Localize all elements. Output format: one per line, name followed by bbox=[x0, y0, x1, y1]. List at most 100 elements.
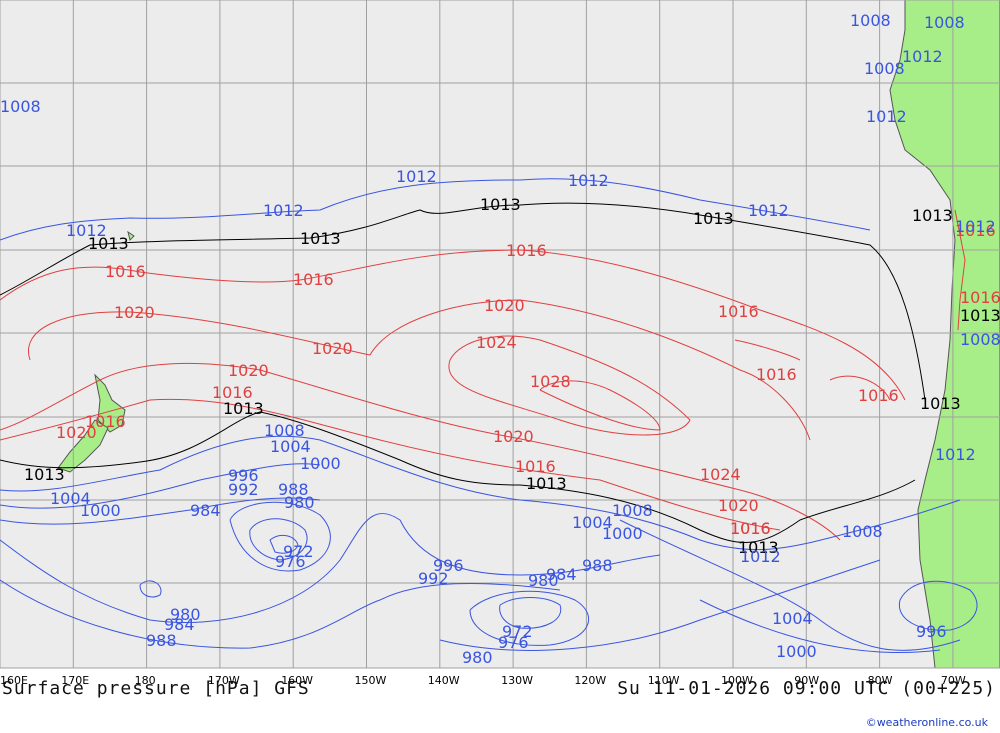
isobar-label: 996 bbox=[433, 556, 464, 575]
longitude-tick-label: 110W bbox=[648, 674, 680, 687]
isobar-label: 1020 bbox=[493, 427, 534, 446]
isobar-label: 1000 bbox=[602, 524, 643, 543]
isobar-label: 1008 bbox=[842, 522, 883, 541]
isobar-label: 1012 bbox=[66, 221, 107, 240]
isobar-label: 996 bbox=[916, 622, 947, 641]
longitude-tick-label: 180 bbox=[135, 674, 156, 687]
isobar-label: 1013 bbox=[738, 538, 779, 557]
isobar-label: 1016 bbox=[756, 365, 797, 384]
longitude-tick-label: 140W bbox=[428, 674, 460, 687]
isobar-label: 1008 bbox=[924, 13, 965, 32]
longitude-tick-label: 170E bbox=[61, 674, 89, 687]
isobar-label: 1008 bbox=[960, 330, 1000, 349]
isobar-label: 972 bbox=[502, 622, 533, 641]
longitude-tick-label: 160W bbox=[281, 674, 313, 687]
isobar-label: 984 bbox=[164, 615, 195, 634]
longitude-tick-label: 150W bbox=[355, 674, 387, 687]
isobar-label: 1012 bbox=[740, 547, 781, 566]
isobar-label: 1000 bbox=[776, 642, 817, 661]
isobar-label: 1016 bbox=[506, 241, 547, 260]
isobar-label: 1012 bbox=[263, 201, 304, 220]
isobar-label: 1012 bbox=[935, 445, 976, 464]
isobar-label: 1000 bbox=[80, 501, 121, 520]
isobar-label: 980 bbox=[528, 571, 559, 590]
isobar-label: 1013 bbox=[693, 209, 734, 228]
isobar-label: 992 bbox=[418, 569, 449, 588]
isobar-label: 1012 bbox=[396, 167, 437, 186]
isobar-label: 1016 bbox=[212, 383, 253, 402]
south-america-land bbox=[889, 0, 1000, 669]
isobar-label: 1016 bbox=[730, 519, 771, 538]
isobar-label: 1020 bbox=[228, 361, 269, 380]
isobar-label: 972 bbox=[283, 542, 314, 561]
isobar-label: 1012 bbox=[568, 171, 609, 190]
isobar-label: 984 bbox=[190, 501, 221, 520]
isobar-label: 1013 bbox=[960, 306, 1000, 325]
isobar-label: 1008 bbox=[264, 421, 305, 440]
longitude-tick-label: 90W bbox=[794, 674, 819, 687]
isobar-label: 1020 bbox=[56, 423, 97, 442]
isobar-label: 980 bbox=[462, 648, 493, 667]
isobar-label: 1008 bbox=[0, 97, 41, 116]
isobar-label: 988 bbox=[582, 556, 613, 575]
isobar-label: 976 bbox=[275, 552, 306, 571]
isobar-label: 1016 bbox=[105, 262, 146, 281]
isobar-label: 1000 bbox=[300, 454, 341, 473]
isobar-label: 1013 bbox=[300, 229, 341, 248]
isobar-label: 1012 bbox=[748, 201, 789, 220]
isobar-label: 1013 bbox=[920, 394, 961, 413]
longitude-ticks: 160E 170E 180 170W 160W 150W 140W 130W 120W 110W 1… bbox=[0, 674, 966, 687]
small-island bbox=[127, 230, 135, 241]
isobars-low bbox=[0, 178, 978, 654]
isobar-label: 1008 bbox=[864, 59, 905, 78]
longitude-tick-label: 70W bbox=[941, 674, 966, 687]
ocean-background bbox=[0, 0, 1000, 668]
isobar-label: 1004 bbox=[772, 609, 813, 628]
isobar-label: 988 bbox=[278, 480, 309, 499]
longitude-tick-label: 160E bbox=[0, 674, 28, 687]
isobar-label: 984 bbox=[546, 565, 577, 584]
isobar-label: 1012 bbox=[866, 107, 907, 126]
isobar-label: 1016 bbox=[718, 302, 759, 321]
isobar-label: 1016 bbox=[960, 288, 1000, 307]
isobar-label: 980 bbox=[170, 605, 201, 624]
isobar-label: 1012 bbox=[902, 47, 943, 66]
longitude-tick-label: 170W bbox=[208, 674, 240, 687]
new-zealand-north-island bbox=[94, 373, 126, 433]
isobar-label: 1020 bbox=[718, 496, 759, 515]
isobar-label: 1016 bbox=[730, 519, 771, 538]
isobar-label: 1016 bbox=[293, 270, 334, 289]
isobar-label: 980 bbox=[284, 493, 315, 512]
longitude-tick-label: 100W bbox=[721, 674, 753, 687]
isobar-label: 1020 bbox=[114, 303, 155, 322]
credit-link[interactable]: ©weatheronline.co.uk bbox=[865, 716, 988, 729]
isobar-label: 1013 bbox=[480, 195, 521, 214]
isobars-neutral bbox=[0, 202, 926, 543]
isobar-label: 1013 bbox=[223, 399, 264, 418]
isobars-high bbox=[0, 209, 966, 541]
longitude-tick-label: 130W bbox=[501, 674, 533, 687]
longitude-tick-label: 80W bbox=[868, 674, 893, 687]
isobar-label: 1008 bbox=[850, 11, 891, 30]
longitude-tick-label: 120W bbox=[574, 674, 606, 687]
isobar-label: 1013 bbox=[24, 465, 65, 484]
isobar-label: 996 bbox=[228, 466, 259, 485]
graticule bbox=[0, 0, 1000, 669]
isobar-label: 1016 bbox=[85, 412, 126, 431]
valid-time: Su 11-01-2026 09:00 UTC (00+225) bbox=[617, 678, 996, 699]
isobar-label: 1004 bbox=[270, 437, 311, 456]
isobar-label: 988 bbox=[146, 631, 177, 650]
isobar-label: 1004 bbox=[572, 513, 613, 532]
isobar-label: 1013 bbox=[912, 206, 953, 225]
isobar-label: 976 bbox=[498, 633, 529, 652]
land-layer bbox=[57, 0, 1000, 669]
new-zealand-south-island bbox=[57, 419, 109, 473]
isobar-labels: 1008 1012 1013 1012 1013 1012 1013 1012 … bbox=[0, 11, 1000, 667]
isobar-label: 1016 bbox=[955, 221, 996, 240]
isobar-label: 1013 bbox=[88, 234, 129, 253]
isobar-label: 1020 bbox=[484, 296, 525, 315]
isobar-label: 1013 bbox=[526, 474, 567, 493]
isobar-label: 1012 bbox=[955, 217, 996, 236]
isobar-label: 1008 bbox=[612, 501, 653, 520]
isobar-label: 1024 bbox=[476, 333, 517, 352]
